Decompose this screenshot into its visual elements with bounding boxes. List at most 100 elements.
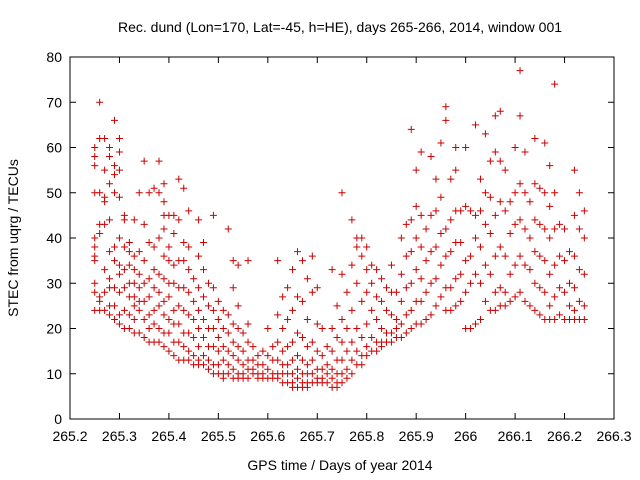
data-point	[214, 315, 222, 323]
data-point	[224, 311, 232, 319]
data-point	[135, 248, 143, 256]
data-point	[496, 284, 504, 292]
data-point	[565, 302, 573, 310]
data-point	[140, 279, 148, 287]
y-tick-label: 0	[54, 411, 62, 427]
data-point	[506, 297, 514, 305]
data-point	[462, 144, 470, 151]
data-point	[111, 243, 119, 251]
data-point	[462, 202, 470, 210]
data-point	[580, 234, 588, 242]
data-point	[115, 270, 123, 278]
data-point	[289, 356, 297, 364]
data-point	[561, 288, 569, 296]
data-point	[160, 180, 168, 188]
x-tick-label: 265.6	[250, 428, 285, 444]
data-point	[185, 311, 193, 319]
data-point	[481, 220, 489, 228]
y-tick-label: 30	[46, 275, 62, 291]
data-point	[328, 325, 336, 332]
data-point	[447, 216, 455, 224]
data-point	[343, 374, 351, 382]
data-points	[91, 67, 588, 391]
data-point	[348, 261, 356, 269]
data-point	[392, 288, 400, 296]
data-point	[195, 284, 203, 292]
data-point	[526, 234, 534, 242]
data-point	[130, 279, 138, 287]
data-point	[427, 248, 435, 256]
data-point	[214, 347, 222, 355]
data-point	[200, 361, 208, 369]
data-point	[91, 144, 99, 151]
data-point	[328, 374, 336, 382]
data-point	[140, 334, 148, 342]
data-point	[546, 234, 554, 242]
data-point	[160, 297, 168, 305]
data-point	[343, 365, 351, 373]
data-point	[155, 189, 163, 197]
data-point	[457, 270, 465, 278]
data-point	[511, 144, 519, 151]
data-point	[437, 139, 445, 147]
data-point	[209, 343, 217, 351]
data-point	[422, 257, 430, 265]
data-point	[546, 202, 554, 210]
data-point	[259, 361, 267, 369]
data-point	[442, 225, 450, 233]
data-point	[452, 144, 460, 151]
data-point	[200, 239, 208, 247]
data-point	[353, 347, 361, 355]
data-point	[516, 112, 524, 120]
data-point	[516, 180, 524, 188]
data-point	[115, 288, 123, 296]
x-axis-label: GPS time / Days of year 2014	[247, 457, 432, 473]
data-point	[289, 338, 297, 346]
data-point	[531, 306, 539, 314]
data-point	[546, 162, 554, 170]
data-point	[422, 315, 430, 323]
data-point	[472, 121, 480, 129]
data-point	[407, 325, 415, 332]
data-point	[190, 334, 198, 342]
data-point	[392, 325, 400, 332]
data-point	[111, 162, 119, 170]
data-point	[120, 266, 128, 274]
data-point	[209, 306, 217, 314]
data-point	[293, 365, 301, 373]
data-point	[234, 356, 242, 364]
data-point	[150, 284, 158, 292]
data-point	[224, 329, 232, 337]
data-point	[575, 225, 583, 233]
data-point	[303, 343, 311, 351]
data-point	[536, 311, 544, 319]
data-point	[244, 338, 252, 346]
data-point	[249, 343, 257, 351]
data-point	[472, 270, 480, 278]
data-point	[160, 198, 168, 206]
data-point	[279, 325, 287, 332]
data-point	[293, 293, 301, 301]
data-point	[328, 365, 336, 373]
data-point	[358, 252, 366, 260]
data-point	[556, 252, 564, 260]
data-point	[561, 257, 569, 265]
data-point	[496, 198, 504, 206]
data-point	[244, 320, 252, 328]
data-point	[476, 279, 484, 287]
data-point	[427, 211, 435, 219]
data-point	[125, 325, 133, 332]
data-point	[150, 266, 158, 274]
data-point	[224, 361, 232, 369]
data-point	[580, 207, 588, 215]
data-point	[264, 325, 272, 332]
data-point	[442, 116, 450, 124]
data-point	[120, 284, 128, 292]
data-point	[130, 302, 138, 310]
data-point	[531, 279, 539, 287]
data-point	[432, 175, 440, 183]
data-point	[264, 365, 272, 373]
data-point	[368, 279, 376, 287]
data-point	[284, 284, 292, 292]
data-point	[486, 193, 494, 201]
